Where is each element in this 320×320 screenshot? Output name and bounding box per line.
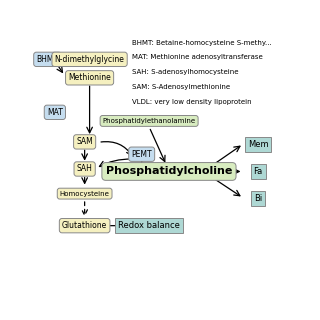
Text: Fa: Fa (254, 167, 263, 176)
Text: SAM: SAM (76, 137, 93, 146)
Text: MAT: MAT (47, 108, 63, 117)
Text: BHMT: BHMT (36, 55, 59, 64)
Text: Mem: Mem (248, 140, 268, 149)
Text: Bi: Bi (254, 194, 262, 203)
Text: Redox balance: Redox balance (118, 221, 180, 230)
Text: Methionine: Methionine (68, 73, 111, 82)
Text: Phosphatidylcholine: Phosphatidylcholine (106, 166, 232, 176)
Text: Phosphatidylethanolamine: Phosphatidylethanolamine (102, 118, 196, 124)
Text: PEMT: PEMT (132, 150, 152, 159)
Text: Glutathione: Glutathione (62, 221, 107, 230)
Text: SAH: SAH (77, 164, 92, 173)
Text: N-dimethylglycine: N-dimethylglycine (55, 55, 124, 64)
Text: MAT: Methionine adenosyltransferase: MAT: Methionine adenosyltransferase (132, 54, 262, 60)
Text: SAH: S-adenosylhomocysteine: SAH: S-adenosylhomocysteine (132, 69, 238, 75)
Text: VLDL: very low density lipoprotein: VLDL: very low density lipoprotein (132, 99, 252, 105)
Text: BHMT: Betaine-homocysteine S-methy...: BHMT: Betaine-homocysteine S-methy... (132, 40, 271, 46)
Text: Homocysteine: Homocysteine (60, 191, 109, 196)
Text: SAM: S-Adenosylmethionine: SAM: S-Adenosylmethionine (132, 84, 230, 90)
